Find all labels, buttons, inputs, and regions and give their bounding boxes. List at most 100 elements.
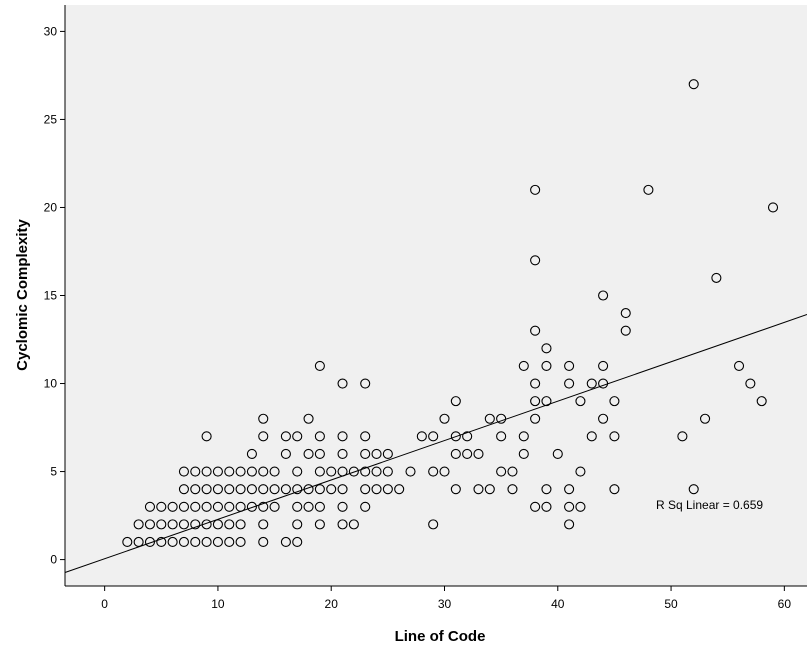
fit-line — [64, 314, 807, 573]
data-point — [575, 466, 586, 477]
data-point — [133, 519, 144, 530]
x-tick-label: 60 — [778, 597, 792, 611]
data-point — [326, 484, 337, 495]
data-point — [360, 466, 371, 477]
data-point — [598, 290, 609, 301]
data-point — [643, 184, 654, 195]
data-point — [564, 360, 575, 371]
data-point — [280, 448, 291, 460]
data-point — [167, 501, 178, 512]
data-point — [518, 431, 529, 442]
data-point — [269, 466, 280, 477]
data-point — [496, 466, 507, 477]
data-point — [496, 431, 507, 442]
data-point — [733, 360, 745, 371]
data-point — [586, 378, 597, 389]
data-point — [269, 501, 280, 512]
data-point — [292, 484, 303, 495]
data-point — [530, 184, 541, 195]
data-point — [496, 413, 507, 424]
data-point — [507, 466, 518, 477]
data-point — [348, 466, 359, 477]
data-point — [246, 466, 257, 477]
data-point — [224, 484, 235, 495]
data-point — [541, 501, 552, 512]
data-point — [212, 519, 223, 530]
x-tick-label: 30 — [438, 597, 452, 611]
data-point — [292, 519, 303, 530]
data-point — [382, 448, 393, 460]
data-point — [530, 396, 541, 407]
y-axis-title: Cyclomic Complexity — [14, 218, 31, 370]
data-point — [178, 466, 189, 477]
data-point — [326, 466, 337, 477]
data-point — [314, 484, 325, 495]
data-point — [190, 519, 201, 530]
data-point — [337, 501, 348, 512]
data-point — [439, 466, 450, 477]
data-point — [439, 413, 450, 424]
data-point — [167, 519, 178, 530]
y-tick-label: 0 — [50, 553, 57, 567]
data-point — [190, 466, 201, 477]
axis-ticks: 0 10 20 30 40 50 60 0 5 10 15 20 25 30 — [44, 24, 792, 611]
data-point — [620, 325, 631, 336]
data-point — [280, 484, 291, 495]
data-point — [756, 396, 767, 407]
data-point — [280, 431, 291, 442]
data-point — [201, 536, 212, 548]
data-point — [212, 501, 223, 512]
data-point — [292, 431, 303, 442]
data-point — [258, 536, 269, 548]
data-point — [564, 501, 575, 512]
data-point — [530, 378, 541, 389]
data-point — [382, 484, 393, 495]
data-point — [473, 448, 484, 460]
data-point — [144, 519, 156, 530]
data-point — [190, 536, 201, 548]
data-point — [450, 396, 461, 407]
data-point — [360, 501, 371, 512]
data-point — [224, 466, 235, 477]
data-point — [258, 501, 269, 512]
data-point — [224, 536, 235, 548]
data-point — [156, 536, 167, 548]
data-point — [235, 536, 246, 548]
data-point — [473, 484, 484, 495]
data-point — [201, 484, 212, 495]
data-point — [337, 519, 348, 530]
data-point — [767, 202, 779, 213]
data-point — [586, 431, 597, 442]
data-point — [314, 360, 325, 371]
data-point — [258, 484, 269, 495]
data-point — [688, 79, 699, 90]
data-point — [337, 484, 348, 495]
data-point — [144, 536, 156, 548]
y-tick-label: 15 — [44, 289, 58, 303]
data-point — [167, 536, 178, 548]
data-point — [394, 484, 405, 495]
data-point — [156, 519, 167, 530]
data-point — [303, 501, 314, 512]
data-point — [178, 484, 189, 495]
data-point — [190, 501, 201, 512]
data-point — [382, 466, 393, 477]
data-point — [507, 484, 518, 495]
x-tick-label: 50 — [664, 597, 678, 611]
data-point — [235, 484, 246, 495]
data-point — [201, 501, 212, 512]
y-tick-label: 5 — [50, 465, 57, 479]
data-point — [303, 448, 314, 460]
data-point — [303, 413, 314, 424]
data-point — [144, 501, 156, 512]
data-point — [541, 484, 552, 495]
data-point — [564, 378, 575, 389]
data-point — [428, 466, 439, 477]
data-point — [609, 396, 620, 407]
data-point — [292, 466, 303, 477]
data-point — [337, 448, 348, 460]
data-point — [360, 431, 371, 442]
data-point — [360, 484, 371, 495]
data-point — [178, 501, 189, 512]
data-point — [462, 448, 473, 460]
